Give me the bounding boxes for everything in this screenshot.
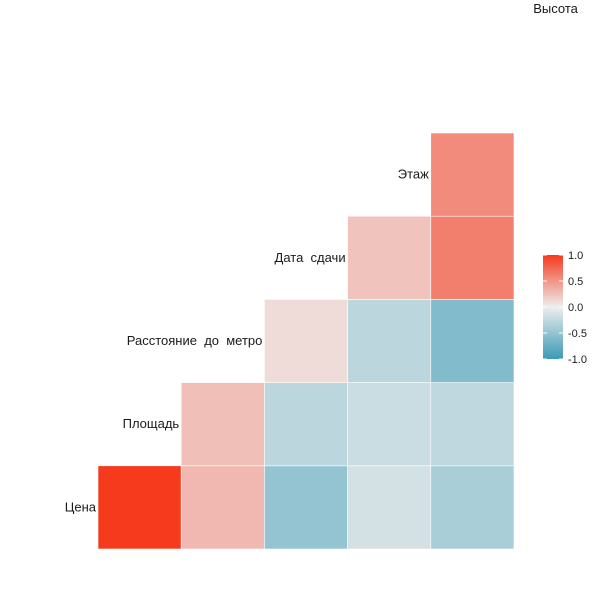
heatmap-cell xyxy=(180,382,265,467)
variable-label: Высота xyxy=(533,1,578,16)
heatmap-cell xyxy=(264,465,348,550)
variable-label: Этаж xyxy=(398,167,429,182)
legend-tick-label: 0.0 xyxy=(568,302,583,314)
legend-tick-label: -0.5 xyxy=(568,328,587,340)
heatmap-cell xyxy=(430,215,515,300)
heatmap-cell xyxy=(430,132,515,217)
heatmap-cell xyxy=(347,465,432,550)
heatmap-cell xyxy=(347,382,432,467)
variable-labels: Цена Площадь Расстояние до метро Дата сдачи… xyxy=(65,1,579,515)
variable-label: Расстояние до метро xyxy=(127,333,263,348)
heatmap-cells xyxy=(97,132,515,550)
heatmap-cell xyxy=(347,215,432,300)
heatmap-cell xyxy=(430,299,515,383)
heatmap-cell xyxy=(264,299,348,383)
heatmap-cell xyxy=(430,382,515,467)
heatmap-cell xyxy=(97,465,182,550)
heatmap-cell xyxy=(347,299,432,383)
color-legend: 1.0 0.5 0.0 -0.5 -1.0 xyxy=(543,250,587,366)
variable-label: Дата сдачи xyxy=(275,250,346,265)
legend-color-bar xyxy=(543,255,563,359)
legend-tick-label: -1.0 xyxy=(568,354,587,366)
heatmap-cell xyxy=(430,465,515,550)
heatmap-cell xyxy=(180,465,265,550)
legend-tick-label: 0.5 xyxy=(568,276,583,288)
heatmap-cell xyxy=(264,382,348,467)
variable-label: Цена xyxy=(65,499,97,514)
legend-tick-label: 1.0 xyxy=(568,250,583,262)
variable-label: Площадь xyxy=(123,416,180,431)
